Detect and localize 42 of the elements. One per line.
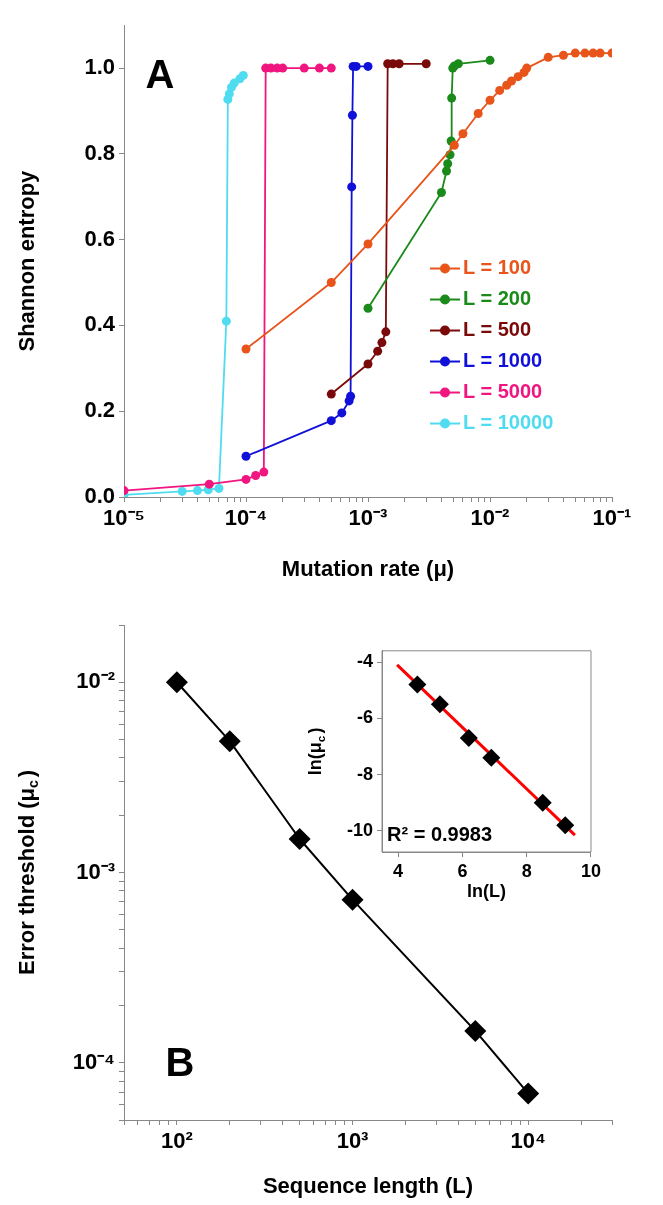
x-tick-label: 10⁴ [510,1128,546,1154]
x-axis-title: Sequence length (L) [262,1173,474,1199]
y-tick-label: 10⁻⁴ [72,1048,115,1074]
point [556,816,575,835]
x-axis-title: ln(L) [467,880,506,901]
x-tick-label: 8 [521,860,532,881]
y-axis-title: ln(μc) [305,727,327,776]
y-tick-label: 0.6 [84,225,115,251]
legend-label: L = 1000 [463,349,543,372]
legend-label: L = 200 [463,287,532,310]
x-tick-label: 10³ [336,1128,369,1154]
point [482,748,501,767]
y-tick-label: 0.2 [84,397,115,423]
point [408,675,427,694]
y-tick-label: -10 [346,819,373,840]
x-axis-title: Mutation rate (μ) [281,556,455,582]
legend-label: L = 500 [463,318,532,341]
y-tick-label: 0.4 [84,311,116,337]
y-axis-title: Shannon entropy [13,169,39,352]
point [533,793,552,812]
legend-label: L = 100 [463,256,532,279]
point [430,695,449,714]
y-axis-title: Error threshold (μc) [13,770,42,975]
annotation: A [145,52,175,97]
y-tick-label: 0.8 [84,139,115,165]
x-tick-label: 10⁻⁴ [224,505,268,531]
y-tick-label: 1.0 [84,54,115,80]
x-tick-label: 10 [580,860,601,881]
y-tick-label: -4 [356,651,373,672]
y-tick-label: -8 [356,763,373,784]
x-tick-label: 10⁻¹ [592,505,632,531]
legend-label: L = 5000 [463,380,543,403]
x-tick-label: 4 [393,860,404,881]
annotation: R² = 0.9983 [387,822,493,845]
point [459,729,478,748]
y-tick-label: -6 [356,707,373,728]
annotation: B [165,1040,195,1085]
y-tick-label: 10⁻² [76,668,115,694]
legend-label: L = 10000 [463,411,554,434]
x-tick-label: 10² [160,1128,193,1154]
x-tick-label: 6 [457,860,468,881]
x-tick-label: 10⁻² [470,505,510,531]
